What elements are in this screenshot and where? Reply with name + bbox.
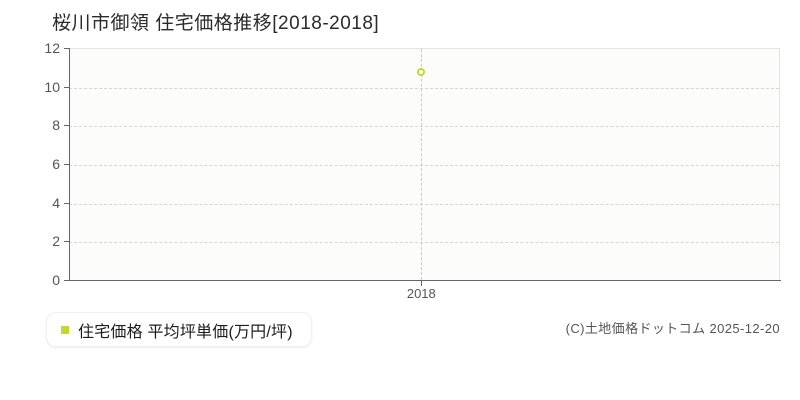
y-axis-tick-label: 2 — [52, 233, 60, 250]
x-axis-tick-mark — [421, 281, 423, 286]
x-axis-tick-label: 2018 — [406, 286, 436, 301]
y-axis-tick-mark — [64, 86, 70, 88]
chart-title: 桜川市御領 住宅価格推移[2018-2018] — [52, 13, 380, 34]
y-axis-tick-mark — [64, 48, 70, 49]
chart-legend[interactable]: 住宅価格 平均坪単価(万円/坪) — [47, 313, 311, 346]
y-gridline — [69, 126, 779, 128]
plot-area — [69, 48, 780, 280]
data-point-marker[interactable] — [417, 68, 426, 77]
y-gridline — [69, 203, 779, 205]
y-axis-tick-label: 8 — [52, 117, 60, 134]
y-axis-tick-mark — [64, 202, 70, 204]
y-axis-tick-label: 12 — [44, 40, 60, 56]
y-gridline — [69, 87, 779, 89]
legend-swatch-icon — [61, 325, 69, 334]
y-gridline — [69, 165, 779, 166]
y-axis-tick-mark — [64, 164, 70, 165]
y-axis-tick-mark — [64, 280, 70, 281]
y-axis-tick-mark — [64, 241, 70, 243]
y-axis-tick-label: 0 — [52, 272, 60, 288]
y-axis-tick-label: 6 — [52, 156, 60, 172]
y-axis-tick-label: 4 — [52, 194, 60, 211]
legend-label: 住宅価格 平均坪単価(万円/坪) — [78, 323, 293, 341]
y-gridline — [69, 242, 779, 244]
x-axis-line — [69, 280, 781, 281]
y-axis-tick-mark — [64, 125, 70, 127]
y-axis-tick-label: 10 — [44, 78, 60, 95]
copyright-credit: (C)土地価格ドットコム 2025-12-20 — [565, 321, 780, 336]
x-gridline — [421, 49, 423, 280]
